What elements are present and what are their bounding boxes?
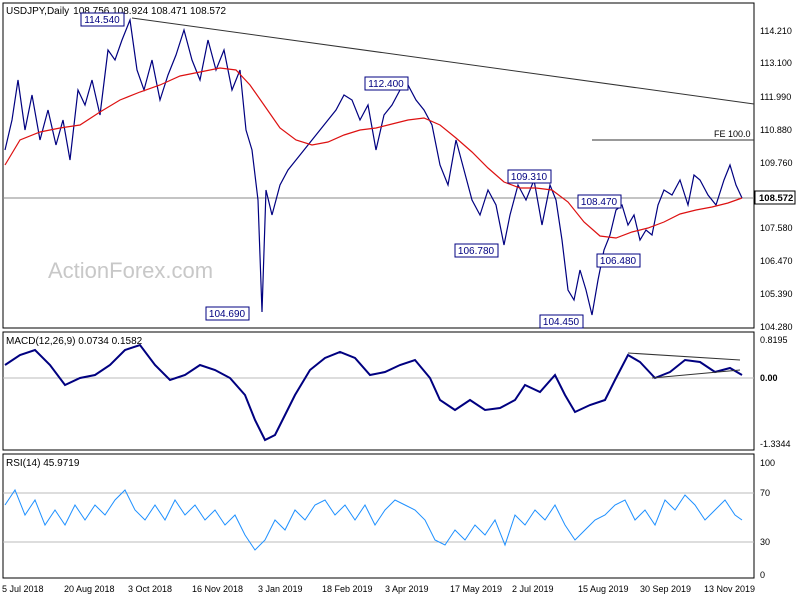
y-tick: 113.100 [760,58,792,68]
x-tick: 16 Nov 2018 [192,584,243,594]
label-box-109310 [507,169,552,184]
label-box-106780 [454,243,499,258]
label-box-104450 [539,314,584,329]
rsi-tick: 30 [760,537,770,547]
y-tick: 104.280 [760,322,793,332]
y-tick: 107.580 [760,223,793,233]
price-labels: 114.540 112.400 109.310 108.470 106.780 … [80,12,641,329]
macd-y-axis: 0.8195 0.00 -1.3344 [760,335,791,449]
x-tick: 2 Jul 2019 [512,584,554,594]
y-tick: 109.760 [760,158,793,168]
macd-title: MACD(12,26,9) 0.0734 0.1582 [6,336,143,347]
label-box-112400 [364,76,409,91]
y-tick: 106.470 [760,256,793,266]
macd-trend-upper [627,352,741,361]
x-tick: 13 Nov 2019 [704,584,755,594]
x-tick: 20 Aug 2018 [64,584,115,594]
rsi-y-axis: 100 70 30 0 [760,458,775,580]
ohlc-label: 108.756 108.924 108.471 108.572 [73,6,226,17]
price-panel-title: USDJPY,Daily 108.756 108.924 108.471 108.… [6,6,227,17]
rsi-title: RSI(14) 45.9719 [6,458,80,469]
y-tick: 111.990 [760,92,791,102]
macd-line [4,343,743,442]
moving-average [4,67,743,239]
symbol-label: USDJPY,Daily [6,6,69,17]
rsi-tick: 0 [760,570,765,580]
x-tick: 18 Feb 2019 [322,584,373,594]
x-tick: 30 Sep 2019 [640,584,691,594]
label-box-106480 [596,253,641,268]
x-axis: 5 Jul 2018 20 Aug 2018 3 Oct 2018 16 Nov… [2,584,755,594]
label-106780: 106.780 [458,246,495,257]
label-114540: 114.540 [84,15,120,26]
rsi-panel [2,453,755,579]
x-tick: 17 May 2019 [450,584,502,594]
macd-tick: 0.00 [760,373,778,383]
macd-tick: 0.8195 [760,335,788,345]
x-tick: 5 Jul 2018 [2,584,44,594]
rsi-tick: 100 [760,458,775,468]
price-panel [2,2,755,329]
current-price-box [754,190,796,205]
label-112400: 112.400 [368,79,404,90]
label-104690: 104.690 [209,309,246,320]
label-box-114540 [80,12,125,27]
rsi-line [4,488,743,551]
y-tick: 105.390 [760,289,793,299]
label-108470: 108.470 [581,197,618,208]
watermark: ActionForex.com [48,258,213,283]
label-box-104690 [205,306,250,321]
x-tick: 3 Oct 2018 [128,584,172,594]
y-tick: 110.880 [760,125,792,135]
x-tick: 3 Apr 2019 [385,584,429,594]
price-series [4,17,743,316]
macd-tick: -1.3344 [760,439,791,449]
macd-trend-lower [651,369,741,379]
rsi-tick: 70 [760,488,770,498]
current-price-label: 108.572 [759,193,793,204]
x-tick: 3 Jan 2019 [258,584,303,594]
price-y-axis: 114.210 113.100 111.990 110.880 109.760 … [760,26,793,332]
fe-label: FE 100.0 [714,129,751,139]
label-106480: 106.480 [600,256,637,267]
y-tick: 114.210 [760,26,792,36]
x-tick: 15 Aug 2019 [578,584,629,594]
label-box-108470 [577,194,622,209]
label-109310: 109.310 [511,172,548,183]
trend-line [131,17,755,105]
macd-panel [2,331,755,451]
label-104450: 104.450 [543,317,580,328]
